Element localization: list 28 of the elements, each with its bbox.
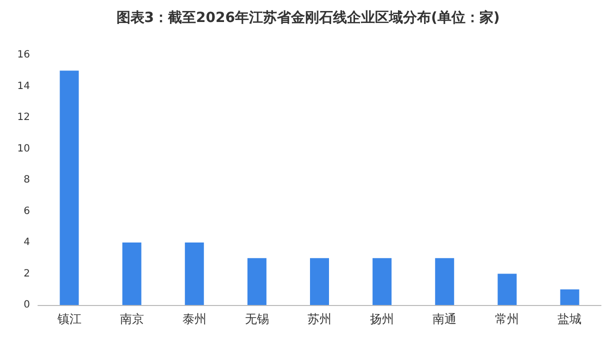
bar (184, 242, 204, 305)
x-tick-label: 常州 (495, 312, 520, 326)
x-tick-label: 南通 (432, 312, 457, 326)
chart-title: 图表3：截至2026年江苏省金刚石线企业区域分布(单位：家) (116, 9, 500, 26)
y-tick-label: 4 (24, 237, 30, 248)
x-tick-label: 盐城 (558, 312, 582, 326)
y-tick-label: 16 (17, 50, 30, 60)
y-tick-label: 8 (24, 174, 30, 186)
x-tick-label: 泰州 (182, 312, 206, 326)
y-tick-label: 2 (24, 268, 30, 280)
bar (560, 289, 580, 305)
bar (498, 274, 517, 305)
x-tick-label: 无锡 (244, 312, 269, 326)
x-tick-label: 南京 (120, 312, 144, 326)
bar (310, 258, 329, 305)
y-tick-label: 12 (17, 112, 30, 123)
y-tick-label: 6 (24, 206, 30, 217)
bar (435, 258, 454, 305)
x-tick-label: 镇江 (56, 312, 82, 326)
y-tick-label: 0 (24, 300, 30, 310)
x-tick-label: 扬州 (370, 312, 394, 326)
bar (372, 258, 392, 305)
y-tick-label: 14 (17, 80, 30, 92)
bar (247, 258, 266, 305)
bar (60, 70, 79, 305)
y-tick-label: 10 (17, 143, 30, 154)
x-tick-label: 苏州 (308, 312, 332, 326)
bar (122, 242, 142, 305)
